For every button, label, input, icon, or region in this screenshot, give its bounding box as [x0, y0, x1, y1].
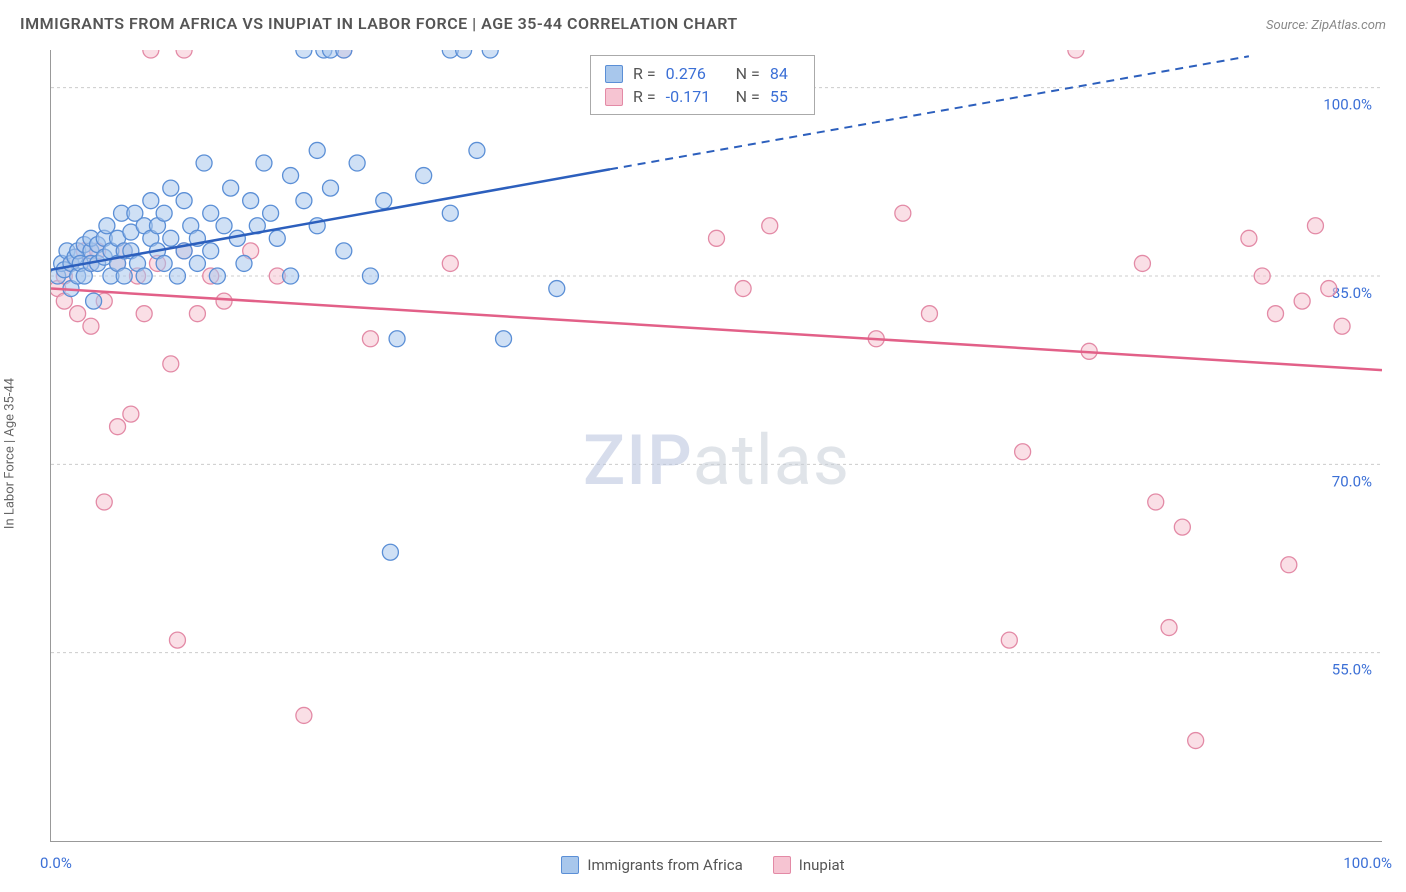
- stats-swatch-inupiat: [605, 88, 623, 106]
- svg-text:70.0%: 70.0%: [1332, 472, 1372, 490]
- scatter-chart: 55.0% 70.0% 85.0% 100.0%: [51, 50, 1382, 841]
- plot-frame: 55.0%70.0%85.0%100.0% ZIPatlas R = 0.276…: [50, 50, 1382, 842]
- bottom-legend: Immigrants from Africa Inupiat: [0, 856, 1406, 874]
- stats-swatch-africa: [605, 65, 623, 83]
- legend-label-africa: Immigrants from Africa: [587, 856, 742, 874]
- y-axis-label: In Labor Force | Age 35-44: [3, 378, 18, 529]
- chart-source: Source: ZipAtlas.com: [1266, 18, 1386, 33]
- legend-label-inupiat: Inupiat: [799, 856, 845, 874]
- stats-row-inupiat: R = -0.171 N = 55: [605, 85, 800, 108]
- legend-item-inupiat: Inupiat: [773, 856, 845, 874]
- plot-area: 55.0%70.0%85.0%100.0% ZIPatlas R = 0.276…: [50, 50, 1382, 842]
- stat-r-inupiat: -0.171: [666, 87, 726, 106]
- svg-text:85.0%: 85.0%: [1332, 284, 1372, 302]
- legend-item-africa: Immigrants from Africa: [561, 856, 742, 874]
- chart-title: IMMIGRANTS FROM AFRICA VS INUPIAT IN LAB…: [20, 14, 738, 33]
- svg-text:100.0%: 100.0%: [1323, 96, 1372, 114]
- legend-swatch-inupiat: [773, 856, 791, 874]
- stats-box: R = 0.276 N = 84 R = -0.171 N = 55: [590, 55, 815, 115]
- svg-text:55.0%: 55.0%: [1332, 661, 1372, 679]
- stats-row-africa: R = 0.276 N = 84: [605, 62, 800, 85]
- stat-n-inupiat: 55: [770, 87, 800, 106]
- chart-header: IMMIGRANTS FROM AFRICA VS INUPIAT IN LAB…: [20, 14, 1386, 33]
- stat-n-africa: 84: [770, 64, 800, 83]
- legend-swatch-africa: [561, 856, 579, 874]
- stat-r-africa: 0.276: [666, 64, 726, 83]
